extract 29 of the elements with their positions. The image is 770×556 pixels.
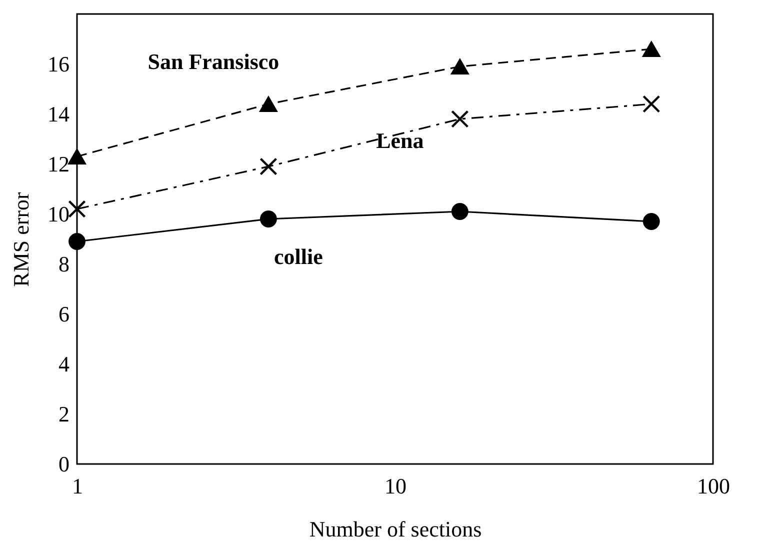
y-tick-label: 16	[48, 52, 70, 76]
point	[642, 95, 660, 113]
series-label: San Fransisco	[148, 49, 280, 74]
point	[259, 96, 278, 112]
point	[451, 110, 469, 128]
series-label: Lena	[376, 128, 424, 153]
point	[642, 41, 661, 57]
point	[68, 148, 86, 164]
y-tick-label: 10	[48, 202, 70, 226]
series-label: collie	[274, 244, 324, 269]
y-axis-title: RMS error	[8, 191, 34, 287]
y-tick-label: 14	[48, 102, 70, 126]
y-tick-label: 0	[58, 452, 70, 476]
y-tick-label: 12	[48, 152, 70, 176]
x-axis-title: Number of sections	[309, 516, 482, 542]
y-tick-label: 8	[58, 252, 70, 276]
point	[260, 210, 277, 228]
point	[642, 213, 660, 230]
point	[68, 200, 86, 218]
x-tick-label: 100	[697, 474, 730, 498]
point	[450, 58, 470, 74]
y-tick-label: 2	[58, 402, 70, 426]
x-tick-label: 1	[72, 474, 83, 498]
point	[451, 203, 468, 220]
x-tick-label: 10	[384, 474, 406, 498]
point	[68, 233, 86, 250]
y-tick-label: 4	[58, 352, 70, 376]
y-tick-label: 6	[58, 302, 70, 326]
point	[260, 158, 278, 176]
